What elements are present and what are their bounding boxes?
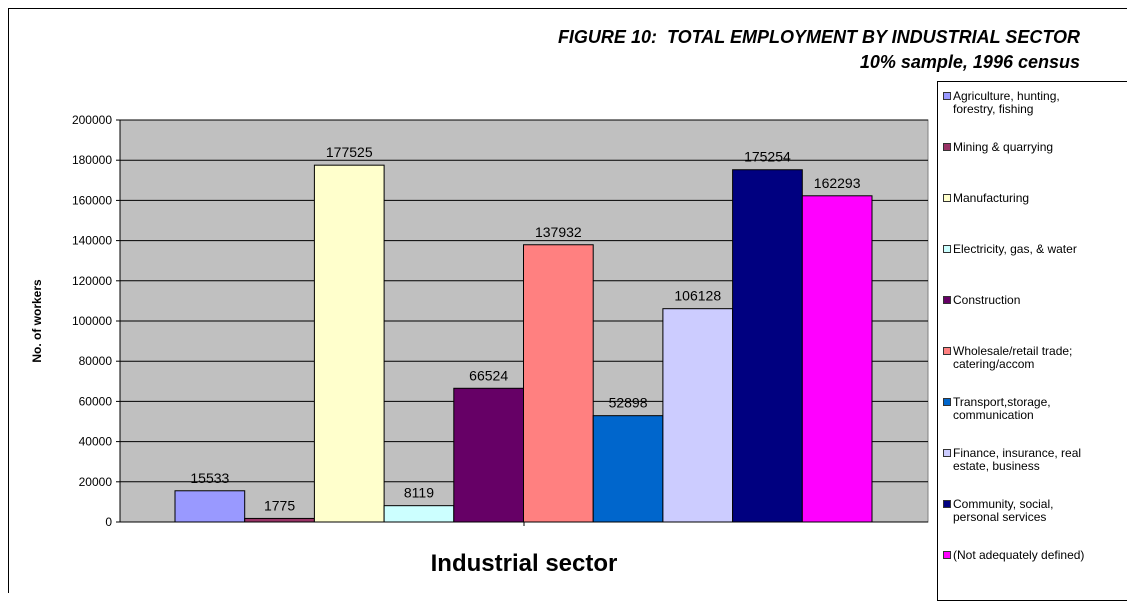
data-label: 15533 [190, 470, 229, 486]
y-tick-label: 0 [105, 515, 112, 529]
legend-swatch [943, 143, 951, 151]
bars [174, 164, 873, 523]
y-tick-label: 20000 [79, 475, 113, 489]
legend-swatch [943, 398, 951, 406]
data-labels: 15533 1775 177525 8119 66524 137932 52898 10612… [190, 144, 860, 513]
legend-swatch [943, 449, 951, 457]
y-axis-label: No. of workers [30, 279, 44, 363]
bar [523, 244, 594, 523]
bar [174, 490, 246, 523]
legend-item: Agriculture, hunting, forestry, fishing [943, 90, 1060, 116]
bar [244, 517, 315, 523]
legend-item: Wholesale/retail trade; catering/accom [943, 345, 1072, 371]
data-label: 52898 [609, 395, 648, 411]
legend-label: Electricity, gas, & water [953, 242, 1077, 256]
bar [313, 164, 385, 523]
legend-swatch [943, 194, 951, 202]
y-tick-label: 100000 [72, 314, 112, 328]
legend-label: Mining & quarrying [953, 140, 1054, 154]
y-tick-label: 140000 [72, 234, 112, 248]
data-label: 1775 [264, 497, 295, 513]
legend-item: Finance, insurance, real estate, busines… [943, 447, 1081, 473]
legend-label: Construction [953, 293, 1021, 307]
legend-item: Manufacturing [943, 192, 1029, 205]
data-label: 66524 [469, 367, 508, 383]
y-tick-label: 60000 [79, 394, 113, 408]
legend-item: (Not adequately defined) [943, 549, 1084, 562]
legend-item: Transport,storage, communication [943, 396, 1051, 422]
y-tick-label: 120000 [72, 274, 112, 288]
legend-label: Finance, insurance, real estate, busines… [953, 446, 1082, 473]
chart-subtitle: 10% sample, 1996 census [859, 52, 1080, 72]
y-tick-label: 180000 [72, 153, 112, 167]
legend-label: (Not adequately defined) [953, 548, 1085, 562]
legend-label: Transport,storage, communication [953, 395, 1051, 422]
y-tick-label: 160000 [72, 193, 112, 207]
legend-swatch [943, 296, 951, 304]
bar [662, 308, 734, 523]
bar [453, 387, 524, 523]
legend-item: Community, social, personal services [943, 498, 1053, 524]
bar [732, 169, 803, 523]
legend-item: Electricity, gas, & water [943, 243, 1077, 256]
y-axis: 2000001800001600001400001200001000008000… [72, 113, 525, 529]
data-label: 175254 [744, 149, 791, 165]
data-label: 177525 [326, 144, 373, 160]
legend-swatch [943, 347, 951, 355]
y-tick-label: 200000 [72, 113, 112, 127]
data-label: 106128 [674, 288, 721, 304]
data-label: 137932 [535, 224, 582, 240]
y-tick-label: 40000 [79, 435, 113, 449]
data-label: 162293 [814, 175, 861, 191]
legend: Agriculture, hunting, forestry, fishing M… [937, 81, 1127, 601]
legend-item: Mining & quarrying [943, 141, 1053, 154]
bar [592, 415, 664, 523]
legend-swatch [943, 500, 951, 508]
legend-item: Construction [943, 294, 1020, 307]
legend-label: Manufacturing [953, 191, 1030, 205]
y-tick-label: 80000 [79, 354, 113, 368]
legend-label: Agriculture, hunting, forestry, fishing [953, 89, 1060, 116]
bar [801, 195, 873, 523]
bar [383, 505, 455, 523]
x-axis-label: Industrial sector [431, 550, 618, 577]
bar-chart: 15533 1775 177525 8119 66524 137932 52898 10612… [30, 113, 929, 577]
legend-label: Wholesale/retail trade; catering/accom [953, 344, 1073, 371]
data-label: 8119 [404, 485, 434, 501]
legend-swatch [943, 92, 951, 100]
legend-swatch [943, 551, 951, 559]
chart-frame [8, 8, 1127, 593]
legend-swatch [943, 245, 951, 253]
chart-title: FIGURE 10: TOTAL EMPLOYMENT BY INDUSTRIA… [557, 27, 1080, 47]
legend-label: Community, social, personal services [953, 497, 1054, 524]
